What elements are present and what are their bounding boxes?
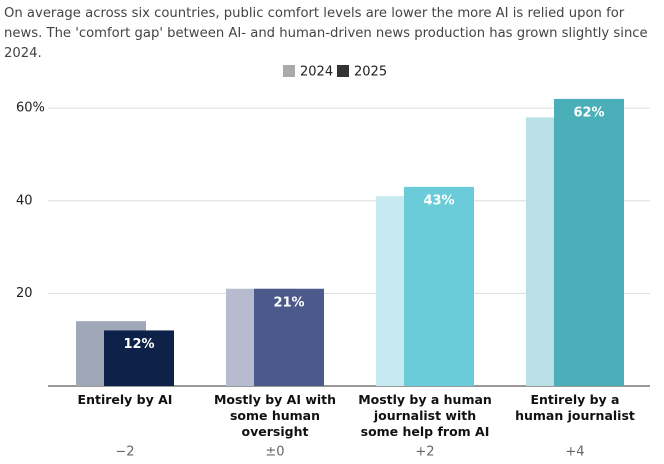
y-tick-label: 40 <box>16 193 33 208</box>
y-tick-label: 60% <box>16 101 45 116</box>
legend-swatch <box>337 65 349 77</box>
x-tick-label: Mostly by AI with some human oversight <box>213 392 337 439</box>
legend-label: 2024 <box>300 65 333 80</box>
x-tick-label: Entirely by a human journalist <box>515 392 635 423</box>
legend-swatch <box>283 65 295 77</box>
difference-label: ±0 <box>265 445 284 460</box>
difference-label: +4 <box>565 445 584 460</box>
legend-label: 2025 <box>354 65 387 80</box>
data-label: 62% <box>573 105 604 120</box>
data-label: 21% <box>273 295 304 310</box>
x-tick-label: Mostly by a human journalist with some h… <box>358 392 492 439</box>
data-label: 12% <box>123 337 154 352</box>
difference-label: +2 <box>415 445 434 460</box>
bar <box>554 98 624 387</box>
bar <box>254 288 324 386</box>
chart-subtitle: On average across six countries, public … <box>4 6 648 61</box>
data-label: 43% <box>423 193 454 208</box>
bar <box>404 186 474 386</box>
bar <box>104 330 174 386</box>
difference-label: −2 <box>115 445 134 460</box>
x-tick-label: Entirely by AI <box>77 392 173 407</box>
y-tick-label: 20 <box>16 286 33 301</box>
